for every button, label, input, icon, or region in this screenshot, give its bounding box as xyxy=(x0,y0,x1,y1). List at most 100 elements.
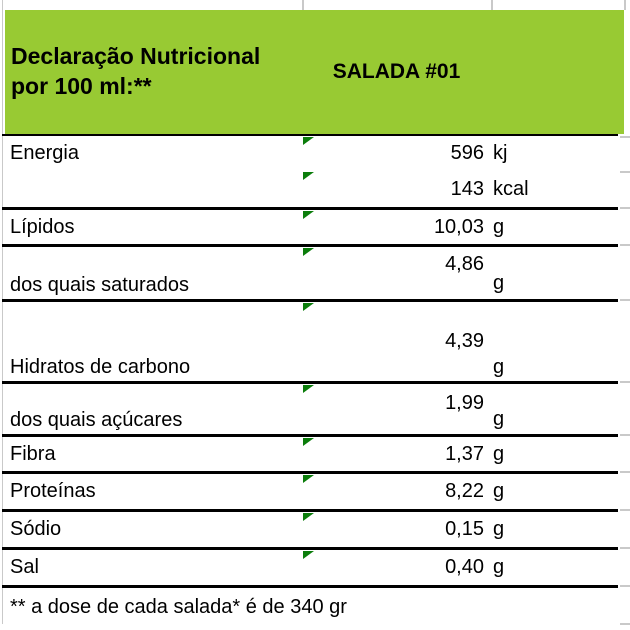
row-value: 10,03 xyxy=(433,215,484,238)
row-value: 143 xyxy=(450,177,484,200)
cell-unit[interactable]: g xyxy=(484,384,618,434)
row-value: 1,37 xyxy=(445,442,484,465)
gridline-tick xyxy=(620,136,630,138)
cell-flag-icon xyxy=(303,211,314,219)
cell-value[interactable]: 596 xyxy=(302,136,484,171)
cell-label[interactable]: Lípidos xyxy=(2,210,302,244)
cell-unit[interactable]: g xyxy=(484,247,618,299)
cell-unit[interactable]: g xyxy=(484,474,618,509)
row-value: 0,15 xyxy=(445,518,484,540)
table-row-saturados: dos quais saturados 4,86 g xyxy=(2,247,618,302)
row-unit: g xyxy=(493,480,505,502)
row-unit: g xyxy=(493,408,505,430)
row-label: Energia xyxy=(10,142,79,164)
header-bottom-border xyxy=(2,134,618,136)
cell-flag-icon xyxy=(303,551,314,559)
cell-flag-icon xyxy=(303,438,314,446)
cell-value[interactable]: 143 xyxy=(302,171,484,207)
gridline-tick xyxy=(620,299,630,301)
row-label: dos quais açúcares xyxy=(10,409,183,431)
cell-label[interactable]: dos quais saturados xyxy=(2,247,302,299)
gridline-tick xyxy=(620,207,630,209)
cell-value[interactable]: 0,15 xyxy=(302,512,484,547)
cell-unit[interactable]: g xyxy=(484,302,618,381)
cell-label[interactable]: Fibra xyxy=(2,437,302,471)
row-unit: g xyxy=(493,356,505,378)
table-row-sodio: Sódio 0,15 g xyxy=(2,512,618,550)
cell-label[interactable]: Sódio xyxy=(2,512,302,547)
table-row-energia-kj: Energia 596 kj xyxy=(2,136,618,171)
table-footer-row[interactable]: ** a dose de cada salada* é de 340 gr xyxy=(2,588,618,626)
row-unit: g xyxy=(493,556,505,578)
table-header[interactable]: Declaração Nutricional por 100 ml:** SAL… xyxy=(5,10,624,134)
row-unit: g xyxy=(493,272,505,294)
cell-flag-icon xyxy=(303,475,314,483)
header-title-line2: por 100 ml:** xyxy=(11,72,152,99)
cell-flag-icon xyxy=(303,303,314,311)
table-row-lipidos: Lípidos 10,03 g xyxy=(2,210,618,247)
cell-value[interactable]: 1,99 xyxy=(302,384,484,434)
row-label: Lípidos xyxy=(10,215,75,238)
cell-label[interactable]: Proteínas xyxy=(2,474,302,509)
row-value: 0,40 xyxy=(445,556,484,578)
gridline-tick xyxy=(620,547,630,549)
gridline-col-d xyxy=(624,0,626,10)
table-body: Energia 596 kj 143 kcal Lípidos 10,03 g … xyxy=(2,136,618,626)
row-label: dos quais saturados xyxy=(10,274,190,296)
gridline-col-b xyxy=(302,0,304,10)
cell-label[interactable]: dos quais açúcares xyxy=(2,384,302,434)
gridline-tick xyxy=(620,623,630,625)
gridline-col-c xyxy=(491,0,493,10)
gridline-tick xyxy=(620,585,630,587)
cell-label[interactable]: Hidratos de carbono xyxy=(2,302,302,381)
row-unit: kj xyxy=(493,142,508,164)
table-row-fibra: Fibra 1,37 g xyxy=(2,437,618,474)
gridline-tick xyxy=(620,434,630,436)
cell-unit[interactable]: g xyxy=(484,210,618,244)
cell-value[interactable]: 4,86 xyxy=(302,247,484,299)
row-unit: g xyxy=(493,442,505,465)
cell-value[interactable]: 4,39 xyxy=(302,302,484,381)
gridline-left xyxy=(2,0,3,624)
cell-label[interactable]: Sal xyxy=(2,550,302,585)
cell-flag-icon xyxy=(303,248,314,256)
cell-unit[interactable]: kj xyxy=(484,136,618,171)
cell-unit[interactable]: g xyxy=(484,512,618,547)
cell-flag-icon xyxy=(303,385,314,393)
row-label: Fibra xyxy=(10,442,56,465)
row-label: Proteínas xyxy=(10,480,96,502)
table-row-proteinas: Proteínas 8,22 g xyxy=(2,474,618,512)
cell-label[interactable] xyxy=(2,171,302,207)
cell-value[interactable]: 10,03 xyxy=(302,210,484,244)
cell-value[interactable]: 1,37 xyxy=(302,437,484,471)
row-value: 4,39 xyxy=(445,330,484,352)
table-row-energia-kcal: 143 kcal xyxy=(2,171,618,210)
row-label: Sal xyxy=(10,556,39,578)
row-unit: g xyxy=(493,518,505,540)
table-row-acucares: dos quais açúcares 1,99 g xyxy=(2,384,618,437)
cell-unit[interactable]: g xyxy=(484,550,618,585)
row-value: 596 xyxy=(450,142,484,164)
header-column-title: SALADA #01 xyxy=(332,60,461,83)
row-label: Sódio xyxy=(10,518,62,540)
row-unit: g xyxy=(493,215,505,238)
header-title-line1: Declaração Nutricional xyxy=(11,42,261,69)
cell-flag-icon xyxy=(303,172,314,180)
footnote: ** a dose de cada salada* é de 340 gr xyxy=(10,595,347,618)
table-row-hidratos: Hidratos de carbono 4,39 g xyxy=(2,302,618,384)
cell-flag-icon xyxy=(303,513,314,521)
cell-unit[interactable]: g xyxy=(484,437,618,471)
cell-value[interactable]: 8,22 xyxy=(302,474,484,509)
gridline-tick xyxy=(620,471,630,473)
cell-flag-icon xyxy=(303,137,314,145)
gridline-tick xyxy=(620,509,630,511)
cell-unit[interactable]: kcal xyxy=(484,171,618,207)
gridline-tick xyxy=(620,171,630,173)
cell-label[interactable]: Energia xyxy=(2,136,302,171)
gridline-tick xyxy=(620,244,630,246)
gridline-tick xyxy=(620,381,630,383)
cell-value[interactable]: 0,40 xyxy=(302,550,484,585)
row-unit: kcal xyxy=(493,177,529,200)
table-row-sal: Sal 0,40 g xyxy=(2,550,618,588)
